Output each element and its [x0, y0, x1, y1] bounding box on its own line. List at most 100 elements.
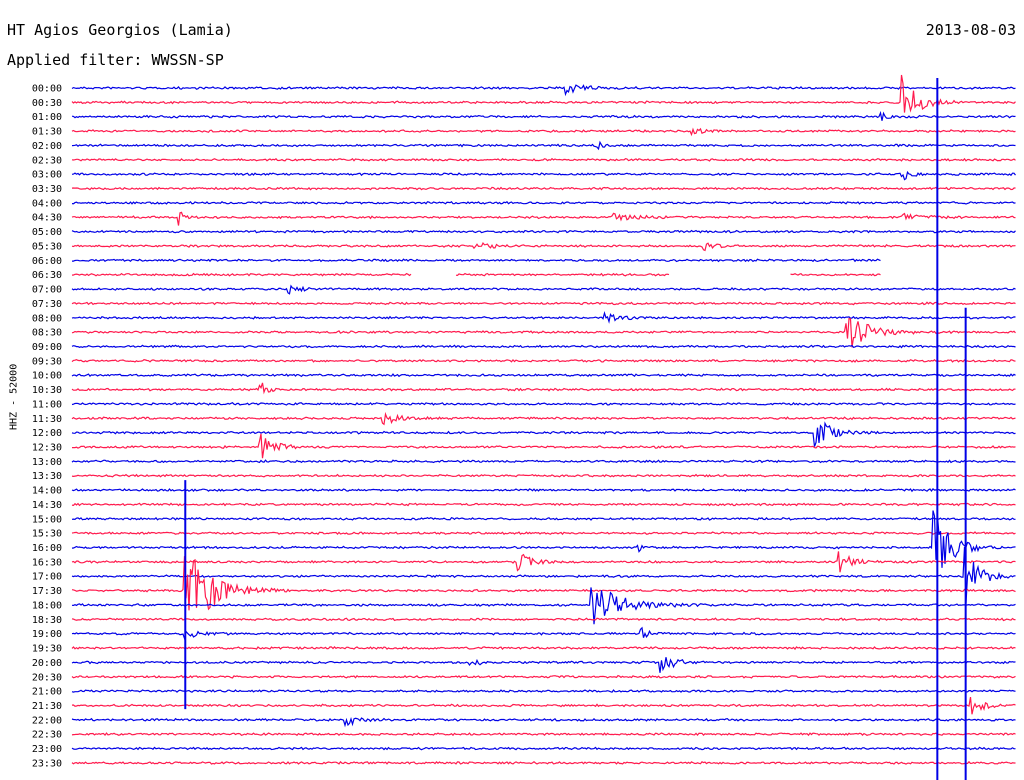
trace-line — [71, 516, 1016, 521]
trace-line — [71, 510, 1016, 568]
row-tick-label: 19:00 — [32, 629, 62, 640]
trace-line — [72, 258, 881, 263]
station-title: HT Agios Georgios (Lamia) — [7, 21, 233, 39]
row-tick-label: 22:00 — [32, 715, 62, 726]
trace-line — [71, 421, 1016, 447]
row-tick-label: 18:00 — [32, 600, 62, 611]
row-tick-label: 03:30 — [32, 184, 62, 195]
trace-line — [72, 433, 1016, 459]
row-tick-label: 13:30 — [32, 471, 62, 482]
trace-line — [71, 229, 1016, 234]
row-tick-label: 23:30 — [32, 758, 62, 769]
row-tick-label: 09:30 — [32, 356, 62, 367]
trace-line — [71, 488, 1016, 493]
row-tick-label: 11:30 — [32, 414, 62, 425]
row-tick-label: 16:30 — [32, 557, 62, 568]
row-tick-label: 10:30 — [32, 385, 62, 396]
trace-line — [71, 310, 1016, 324]
row-tick-label: 11:00 — [32, 399, 62, 410]
row-tick-label: 20:00 — [32, 658, 62, 669]
trace-line — [71, 717, 1016, 728]
row-tick-label: 09:00 — [32, 342, 62, 353]
trace-line — [71, 587, 1016, 625]
trace-line — [71, 531, 1016, 536]
row-tick-label: 07:30 — [32, 299, 62, 310]
trace-line — [71, 746, 1016, 751]
trace-line — [71, 689, 1016, 693]
row-tick-label: 23:00 — [32, 744, 62, 755]
row-tick-label: 15:00 — [32, 514, 62, 525]
row-tick-label: 18:30 — [32, 615, 62, 626]
trace-line — [71, 411, 1016, 426]
trace-line — [71, 551, 1016, 573]
row-tick-label: 08:30 — [32, 328, 62, 339]
row-tick-label: 02:30 — [32, 155, 62, 166]
trace-line — [71, 140, 1016, 151]
trace-line — [71, 459, 1016, 464]
trace-line — [71, 127, 1016, 137]
trace-line — [71, 272, 881, 277]
trace-line — [71, 344, 1016, 349]
row-tick-label: 17:00 — [32, 572, 62, 583]
row-tick-label: 01:30 — [32, 127, 62, 138]
row-tick-label: 12:00 — [32, 428, 62, 439]
row-tick-label: 20:30 — [32, 672, 62, 683]
trace-line — [71, 318, 1016, 348]
trace-line — [71, 200, 1016, 205]
trace-line — [71, 732, 1016, 737]
row-tick-label: 07:00 — [32, 285, 62, 296]
trace-line — [71, 646, 1016, 651]
row-tick-label: 06:30 — [32, 270, 62, 281]
row-tick-label: 15:30 — [32, 529, 62, 540]
row-tick-label: 02:00 — [32, 141, 62, 152]
trace-line — [71, 110, 1016, 121]
trace-line — [71, 401, 1016, 406]
trace-line — [71, 211, 1016, 226]
trace-line — [71, 617, 1016, 622]
row-tick-label: 16:00 — [32, 543, 62, 554]
date-label: 2013-08-03 — [925, 21, 1016, 39]
row-tick-label: 14:30 — [32, 500, 62, 511]
trace-line — [71, 373, 1016, 378]
trace-line — [71, 284, 1016, 295]
trace-line — [71, 674, 1016, 679]
trace-line — [71, 626, 1016, 641]
row-tick-label: 05:00 — [32, 227, 62, 238]
row-tick-label: 10:00 — [32, 371, 62, 382]
row-tick-label: 06:00 — [32, 256, 62, 267]
trace-line — [71, 170, 1016, 181]
row-tick-label: 17:30 — [32, 586, 62, 597]
row-tick-label: 14:00 — [32, 486, 62, 497]
trace-line — [71, 760, 1016, 765]
row-tick-label: 04:30 — [32, 213, 62, 224]
trace-line — [71, 84, 1016, 97]
row-tick-label: 08:00 — [32, 313, 62, 324]
filter-label: Applied filter: WWSSN-SP — [7, 51, 224, 69]
row-tick-label: 03:00 — [32, 170, 62, 181]
trace-line — [71, 74, 1016, 113]
trace-line — [71, 358, 1016, 363]
trace-line — [71, 157, 1016, 162]
row-tick-label: 12:30 — [32, 443, 62, 454]
row-tick-label: 19:30 — [32, 644, 62, 655]
trace-line — [71, 546, 1016, 604]
row-tick-label: 22:30 — [32, 730, 62, 741]
row-tick-label: 05:30 — [32, 241, 62, 252]
row-tick-label: 13:00 — [32, 457, 62, 468]
row-tick-label: 21:00 — [32, 687, 62, 698]
row-tick-label: 21:30 — [32, 701, 62, 712]
trace-line — [71, 242, 1016, 252]
trace-line — [71, 382, 1016, 395]
trace-line — [71, 473, 1016, 478]
trace-line — [71, 186, 1016, 191]
row-tick-label: 01:00 — [32, 112, 62, 123]
trace-line — [71, 301, 1016, 306]
row-tick-label: 00:00 — [32, 84, 62, 95]
row-tick-label: 00:30 — [32, 98, 62, 109]
row-tick-label: 04:00 — [32, 198, 62, 209]
trace-line — [71, 697, 1016, 715]
trace-line — [71, 556, 1016, 611]
trace-line — [71, 657, 1016, 673]
trace-line — [71, 502, 1016, 507]
